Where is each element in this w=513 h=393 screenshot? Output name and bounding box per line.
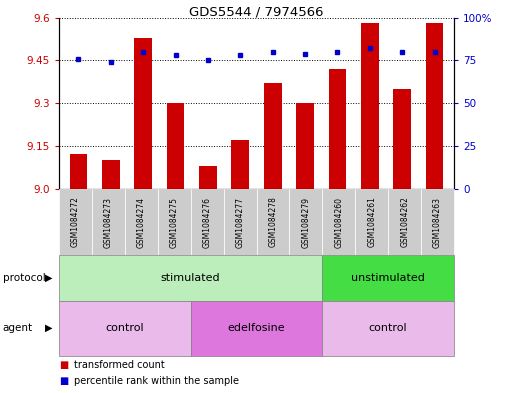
Text: GSM1084262: GSM1084262 (400, 196, 409, 248)
Text: GSM1084272: GSM1084272 (71, 196, 80, 248)
Bar (328, 69, 346, 189)
Text: GSM1084263: GSM1084263 (433, 196, 442, 248)
Bar (296, 103, 314, 189)
Bar (70, 154, 87, 189)
Text: stimulated: stimulated (161, 273, 221, 283)
Text: GSM1084274: GSM1084274 (137, 196, 146, 248)
Bar (361, 23, 379, 189)
Bar (167, 103, 185, 189)
Text: unstimulated: unstimulated (351, 273, 425, 283)
Bar (102, 160, 120, 189)
Text: percentile rank within the sample: percentile rank within the sample (74, 376, 240, 386)
Text: ▶: ▶ (45, 273, 52, 283)
Text: edelfosine: edelfosine (228, 323, 285, 333)
Text: GSM1084279: GSM1084279 (301, 196, 310, 248)
Bar (199, 166, 217, 189)
Bar (426, 23, 443, 189)
Bar (231, 140, 249, 189)
Text: ■: ■ (59, 360, 68, 370)
Text: GSM1084261: GSM1084261 (367, 196, 376, 248)
Text: agent: agent (3, 323, 33, 333)
Text: GDS5544 / 7974566: GDS5544 / 7974566 (189, 6, 324, 19)
Text: GSM1084277: GSM1084277 (235, 196, 245, 248)
Bar (393, 89, 411, 189)
Bar (264, 83, 282, 189)
Text: GSM1084278: GSM1084278 (268, 196, 278, 248)
Text: GSM1084275: GSM1084275 (170, 196, 179, 248)
Text: protocol: protocol (3, 273, 45, 283)
Text: ▶: ▶ (45, 323, 52, 333)
Bar (134, 38, 152, 189)
Text: control: control (106, 323, 144, 333)
Text: control: control (369, 323, 407, 333)
Text: ■: ■ (59, 376, 68, 386)
Text: GSM1084260: GSM1084260 (334, 196, 343, 248)
Text: GSM1084273: GSM1084273 (104, 196, 113, 248)
Text: transformed count: transformed count (74, 360, 165, 370)
Text: GSM1084276: GSM1084276 (203, 196, 212, 248)
